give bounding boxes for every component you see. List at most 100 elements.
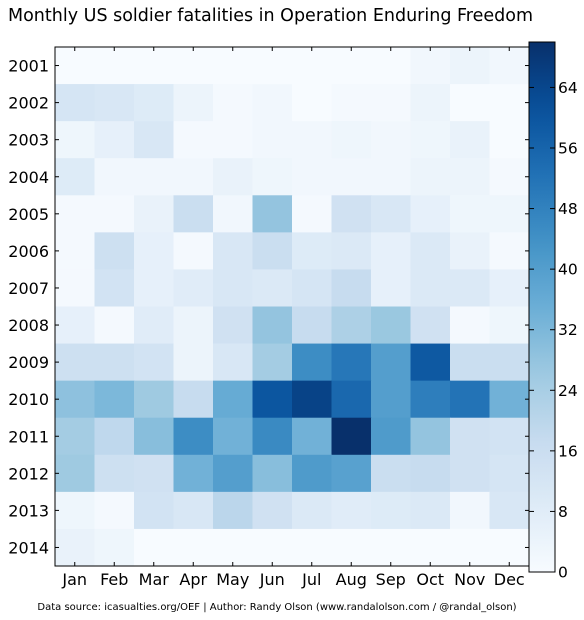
- heatmap-cell-2010-Oct: [410, 380, 451, 419]
- heatmap-cell-2007-Apr: [173, 269, 214, 308]
- x-tick-label: Apr: [179, 570, 207, 589]
- heatmap-cell-2002-Jul: [292, 84, 333, 122]
- y-axis-ticks: 2001 2002 2003 2004 2005 2006 2007 2008 2009 2010…: [8, 57, 529, 557]
- heatmap-cell-2014-Mar: [134, 528, 175, 567]
- heatmap-cell-2002-Sep: [371, 84, 412, 122]
- heatmap-cell-2014-Oct: [410, 528, 451, 567]
- heatmap-cell-2007-Sep: [371, 269, 412, 308]
- colorbar-frame: [528, 41, 556, 573]
- colorbar-tick-label: 40: [558, 261, 578, 279]
- heatmap-cell-2003-Mar: [134, 121, 175, 159]
- heatmap-cell-2014-May: [213, 528, 254, 567]
- colorbar-tick-label: 56: [558, 140, 578, 158]
- heatmap-cell-2001-Jan: [55, 47, 96, 85]
- y-tick-label: 2014: [8, 538, 49, 557]
- heatmap-cell-2006-Jun: [252, 232, 293, 271]
- heatmap-cell-2005-May: [213, 195, 254, 233]
- heatmap-cell-2010-May: [213, 380, 254, 419]
- heatmap-cell-2010-Jan: [55, 380, 96, 419]
- heatmap-cell-2003-Oct: [410, 121, 451, 159]
- heatmap-cell-2002-Apr: [173, 84, 214, 122]
- heatmap-cell-2011-May: [213, 417, 254, 456]
- heatmap-cell-2003-Feb: [94, 121, 135, 159]
- heatmap-cell-2010-Sep: [371, 380, 412, 419]
- heatmap-cell-2010-Nov: [450, 380, 491, 419]
- x-tick-label: Jun: [259, 570, 285, 589]
- heatmap-cell-2010-Dec: [489, 380, 530, 419]
- heatmap-cell-2002-Feb: [94, 84, 135, 122]
- heatmap-cell-2004-Sep: [371, 158, 412, 196]
- heatmap-cell-2001-Sep: [371, 47, 412, 85]
- heatmap-cell-2009-Dec: [489, 343, 530, 382]
- heatmap-cell-2009-Jan: [55, 343, 96, 382]
- heatmap-cell-2012-Oct: [410, 454, 451, 493]
- heatmap-cell-2013-Aug: [331, 491, 372, 530]
- heatmap-cell-2011-Feb: [94, 417, 135, 456]
- heatmap-cell-2005-Mar: [134, 195, 175, 233]
- heatmap-cell-2007-Nov: [450, 269, 491, 308]
- heatmap-cell-2006-Aug: [331, 232, 372, 271]
- colorbar-ticks: 0 8 16 24 32 40 48 56 64: [529, 79, 578, 582]
- heatmap-cell-2010-Aug: [331, 380, 372, 419]
- heatmap-cell-2004-Dec: [489, 158, 530, 196]
- heatmap-cell-2013-Dec: [489, 491, 530, 530]
- heatmap-cell-2009-Jun: [252, 343, 293, 382]
- y-tick-label: 2001: [8, 57, 49, 76]
- y-tick-label: 2008: [8, 316, 49, 335]
- y-tick-label: 2011: [8, 427, 49, 446]
- heatmap-cell-2006-Mar: [134, 232, 175, 271]
- heatmap-cell-2009-May: [213, 343, 254, 382]
- heatmap-cells: [55, 47, 530, 567]
- heatmap-cell-2013-Jul: [292, 491, 333, 530]
- x-tick-label: Dec: [494, 570, 525, 589]
- heatmap-cell-2005-Apr: [173, 195, 214, 233]
- heatmap-cell-2001-Feb: [94, 47, 135, 85]
- y-tick-label: 2010: [8, 390, 49, 409]
- heatmap-cell-2013-May: [213, 491, 254, 530]
- heatmap-cell-2002-Nov: [450, 84, 491, 122]
- heatmap-cell-2010-Feb: [94, 380, 135, 419]
- heatmap-cell-2013-Nov: [450, 491, 491, 530]
- heatmap-cell-2011-Jan: [55, 417, 96, 456]
- heatmap-cell-2014-Jan: [55, 528, 96, 567]
- colorbar-tick-label: 64: [558, 79, 578, 97]
- x-tick-label: Feb: [100, 570, 128, 589]
- heatmap-cell-2004-Jan: [55, 158, 96, 196]
- heatmap-cell-2003-Jul: [292, 121, 333, 159]
- heatmap-cell-2011-Sep: [371, 417, 412, 456]
- heatmap-cell-2010-Apr: [173, 380, 214, 419]
- heatmap-cell-2012-Feb: [94, 454, 135, 493]
- heatmap-cell-2008-Aug: [331, 306, 372, 345]
- x-tick-label: Sep: [376, 570, 406, 589]
- heatmap-cell-2012-May: [213, 454, 254, 493]
- heatmap-cell-2001-Oct: [410, 47, 451, 85]
- y-tick-label: 2013: [8, 501, 49, 520]
- heatmap-cell-2003-Nov: [450, 121, 491, 159]
- heatmap-cell-2006-Sep: [371, 232, 412, 271]
- heatmap-cell-2004-Apr: [173, 158, 214, 196]
- heatmap-cell-2009-Aug: [331, 343, 372, 382]
- heatmap-cell-2011-Apr: [173, 417, 214, 456]
- heatmap-cell-2007-Dec: [489, 269, 530, 308]
- heatmap-cell-2012-Dec: [489, 454, 530, 493]
- heatmap-cell-2004-Nov: [450, 158, 491, 196]
- heatmap-cell-2005-Sep: [371, 195, 412, 233]
- heatmap-cell-2004-Mar: [134, 158, 175, 196]
- x-tick-label: Mar: [139, 570, 170, 589]
- heatmap-cell-2005-Dec: [489, 195, 530, 233]
- heatmap-cell-2012-Aug: [331, 454, 372, 493]
- heatmap-cell-2009-Nov: [450, 343, 491, 382]
- y-tick-label: 2006: [8, 242, 49, 261]
- heatmap-cell-2012-Jul: [292, 454, 333, 493]
- heatmap-cell-2003-May: [213, 121, 254, 159]
- heatmap-cell-2005-Aug: [331, 195, 372, 233]
- heatmap-cell-2003-Jun: [252, 121, 293, 159]
- heatmap-cell-2002-May: [213, 84, 254, 122]
- heatmap-cell-2003-Aug: [331, 121, 372, 159]
- heatmap-cell-2002-Mar: [134, 84, 175, 122]
- heatmap-cell-2006-May: [213, 232, 254, 271]
- heatmap-cell-2013-Feb: [94, 491, 135, 530]
- heatmap-cell-2004-Aug: [331, 158, 372, 196]
- heatmap-cell-2005-Jun: [252, 195, 293, 233]
- heatmap-cell-2002-Aug: [331, 84, 372, 122]
